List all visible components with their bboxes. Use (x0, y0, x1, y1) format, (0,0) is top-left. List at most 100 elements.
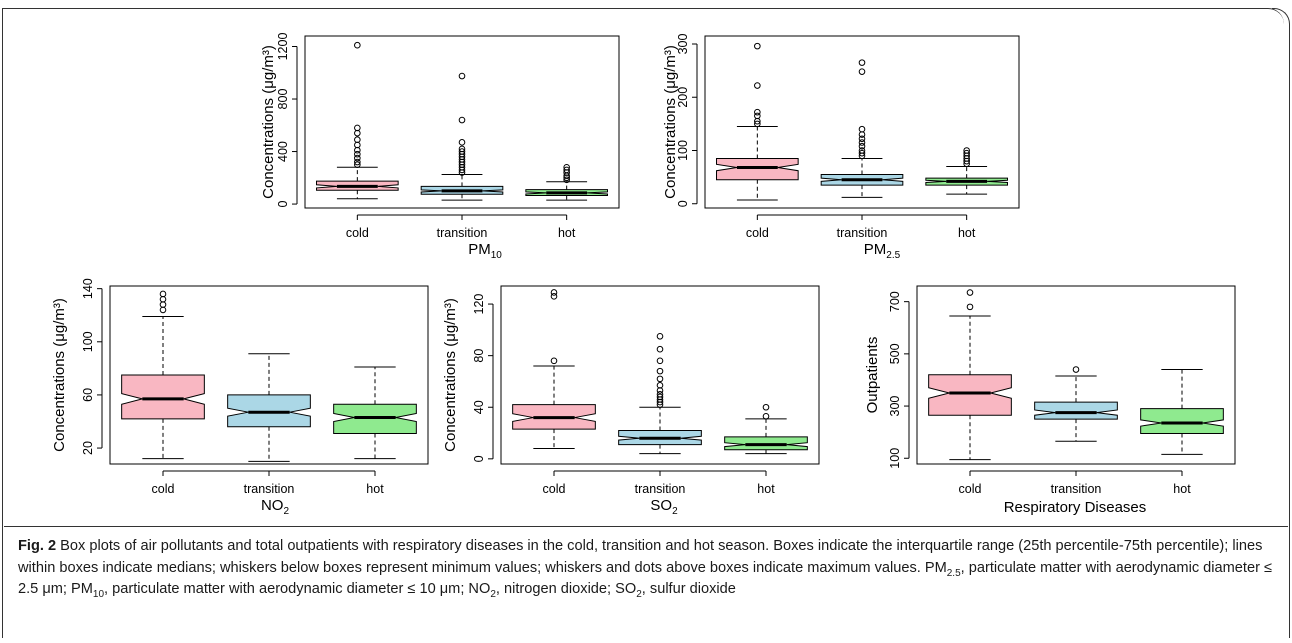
outlier-cold (966, 289, 974, 296)
x-tick-label-cold: cold (959, 482, 982, 496)
box-cold (716, 157, 799, 181)
outlier-cold (550, 357, 558, 365)
outlier-transition (458, 116, 466, 124)
box-cold (928, 374, 1012, 416)
y-axis-title: Concentrations (μg/m³) (442, 298, 459, 452)
outlier-transition (858, 147, 866, 154)
outlier-transition (656, 382, 664, 389)
xlabel-resp: Respiratory Diseases (1003, 499, 1147, 516)
y-tick-label: 300 (888, 396, 902, 417)
outlier-cold (754, 82, 761, 89)
plot-border (916, 285, 1236, 465)
outlier-cold (754, 120, 761, 128)
y-tick-label: 100 (81, 331, 95, 352)
y-tick-label: 800 (276, 89, 290, 110)
outlier-cold (354, 161, 361, 168)
y-tick-label: 20 (81, 441, 95, 455)
x-tick-label-transition: transition (437, 226, 488, 240)
outlier-cold (159, 301, 167, 308)
caption-separator (4, 526, 1288, 527)
y-tick-label: 400 (276, 141, 290, 162)
panel-resp: 100 300 500 700 Outpatients cold transition hot… (855, 278, 1255, 520)
x-tick-label-cold: cold (543, 482, 566, 496)
y-tick-label: 0 (676, 200, 690, 207)
x-tick-label-hot: hot (366, 482, 384, 496)
outlier-cold (966, 303, 974, 311)
outlier-transition (858, 59, 866, 66)
y-axis-title: Outpatients (864, 337, 881, 414)
outlier-cold (159, 290, 167, 298)
outlier-transition (858, 139, 866, 146)
y-tick-label: 500 (888, 343, 902, 364)
outlier-hot (563, 166, 570, 174)
chart-so2: 0 40 80 120 Concentrations (μg/m³) cold transi… (442, 285, 820, 496)
outlier-transition (458, 148, 466, 155)
y-tick-label: 140 (81, 278, 95, 299)
outlier-hot (963, 149, 970, 157)
outlier-transition (858, 125, 866, 133)
y-tick-label: 0 (472, 455, 486, 462)
y-tick-label: 80 (472, 349, 486, 363)
y-axis-title: Concentrations (μg/m³) (260, 45, 277, 199)
outlier-transition (656, 375, 664, 383)
outlier-transition (656, 333, 664, 340)
outlier-cold (354, 154, 361, 162)
outlier-cold (354, 158, 361, 166)
x-tick-label-transition: transition (1051, 482, 1102, 496)
outlier-transition (458, 145, 466, 153)
outlier-cold (354, 136, 361, 144)
outlier-transition (656, 345, 664, 353)
outlier-cold (354, 41, 361, 49)
outlier-transition (858, 149, 866, 157)
x-tick-label-cold: cold (346, 226, 369, 240)
plot-border (109, 285, 429, 465)
outlier-cold (550, 293, 558, 300)
y-tick-label: 1200 (276, 33, 290, 61)
outlier-cold (754, 112, 761, 120)
x-tick-label-hot: hot (1173, 482, 1191, 496)
y-tick-label: 120 (472, 294, 486, 315)
y-axis-title: Concentrations (μg/m³) (662, 45, 679, 199)
x-tick-label-hot: hot (958, 226, 976, 240)
x-tick-label-hot: hot (757, 482, 775, 496)
outlier-transition (656, 357, 664, 365)
figure-frame (2, 8, 1284, 638)
outlier-transition (858, 142, 866, 150)
outlier-cold (159, 306, 167, 314)
outlier-transition (458, 72, 466, 80)
xlabel-pm10: PM10 (468, 241, 502, 261)
panel-no2: 20 60 100 140 Concentrations (μg/m³) cold tran… (50, 278, 430, 520)
y-axis-title: Concentrations (μg/m³) (51, 298, 68, 452)
outlier-hot (762, 403, 770, 411)
y-tick-label: 60 (81, 388, 95, 402)
outlier-hot (563, 163, 570, 171)
outlier-transition (656, 391, 664, 398)
x-tick-label-cold: cold (746, 226, 769, 240)
x-tick-label-transition: transition (837, 226, 888, 240)
outlier-transition (858, 68, 866, 75)
y-tick-label: 100 (676, 140, 690, 161)
y-tick-label: 0 (276, 201, 290, 208)
panel-pm10: 0 400 800 1200 Concentrations (μg/m³) cold tra… (255, 28, 625, 263)
outlier-cold (754, 42, 761, 50)
chart-resp: 100 300 500 700 Outpatients cold transition hot (864, 285, 1236, 496)
outlier-cold (354, 124, 361, 132)
outlier-transition (458, 139, 466, 146)
plot-border (304, 35, 620, 209)
outlier-transition (656, 393, 664, 401)
outlier-transition (1072, 366, 1080, 373)
y-tick-label: 300 (676, 34, 690, 55)
outlier-cold (354, 150, 361, 158)
outlier-cold (754, 108, 761, 116)
box-cold (121, 374, 205, 420)
outlier-hot (963, 147, 970, 154)
outlier-cold (550, 289, 558, 296)
outlier-transition (858, 135, 866, 143)
y-tick-label: 200 (676, 87, 690, 108)
outlier-hot (762, 412, 770, 420)
x-tick-label-cold: cold (152, 482, 175, 496)
y-tick-label: 700 (888, 291, 902, 312)
xlabel-pm25: PM2.5 (863, 241, 901, 261)
outlier-transition (656, 367, 664, 375)
